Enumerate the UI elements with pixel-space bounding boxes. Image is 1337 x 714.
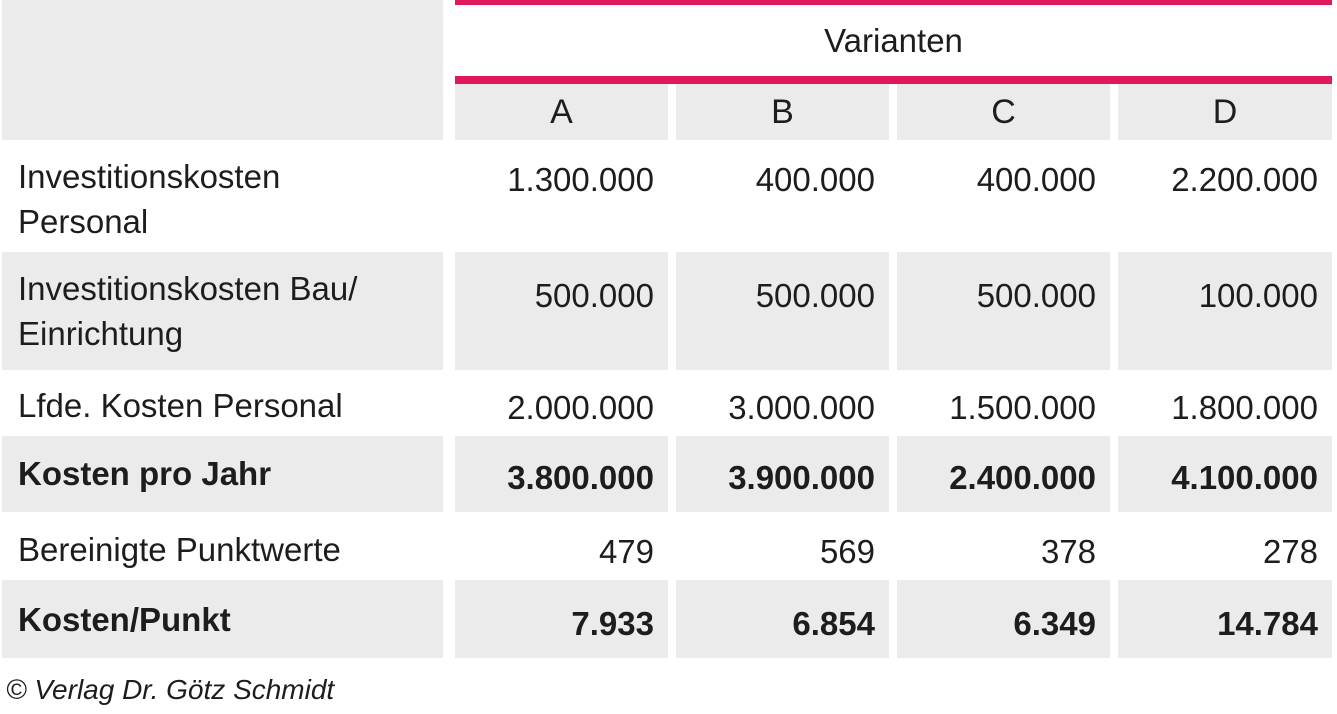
value-cell-b: 3.000.000 xyxy=(728,389,875,427)
value-cell-d: 1.800.000 xyxy=(1171,389,1318,427)
value-cell-b: 6.854 xyxy=(676,580,889,658)
row-label: Lfde. Kosten Personal xyxy=(2,370,443,436)
table-row-investitionskosten-bau: Investitionskosten Bau/ Einrichtung 500.… xyxy=(2,252,1336,370)
value-cell-b: 400.000 xyxy=(755,161,875,198)
table-row-lfde-kosten-personal: Lfde. Kosten Personal 2.000.000 3.000.00… xyxy=(2,370,1336,436)
value-cell-a: 7.933 xyxy=(455,580,668,658)
column-header-d: D xyxy=(1118,84,1332,140)
accent-bar-bottom xyxy=(455,76,1332,84)
column-header-b: B xyxy=(676,84,889,140)
value-cell-c: 500.000 xyxy=(897,252,1110,370)
value-cell-d: 4.100.000 xyxy=(1118,436,1332,512)
value-cell-d: 2.200.000 xyxy=(1171,161,1318,198)
row-label-line: Personal xyxy=(18,203,149,240)
row-label-line: Investitionskosten xyxy=(18,158,281,195)
row-label: Investitionskosten Bau/ Einrichtung xyxy=(2,252,443,370)
copyright-footer: © Verlag Dr. Götz Schmidt xyxy=(6,674,335,705)
row-label-line: Investitionskosten Bau/ xyxy=(18,270,358,307)
table-row-kosten-punkt: Kosten/Punkt 7.933 6.854 6.349 14.784 xyxy=(2,580,1336,658)
table-row-kosten-pro-jahr: Kosten pro Jahr 3.800.000 3.900.000 2.40… xyxy=(2,436,1336,512)
row-label-line: Bereinigte Punktwerte xyxy=(18,531,341,568)
value-cell-b: 3.900.000 xyxy=(676,436,889,512)
value-cell-c: 6.349 xyxy=(897,580,1110,658)
row-label-line: Einrichtung xyxy=(18,315,184,352)
value-cell-c: 1.500.000 xyxy=(949,389,1096,427)
row-label-line: Lfde. Kosten Personal xyxy=(18,387,343,424)
column-header-c: C xyxy=(897,84,1110,140)
row-label-line: Kosten/Punkt xyxy=(18,601,231,638)
value-cell-d: 278 xyxy=(1262,533,1318,571)
variants-title: Varianten xyxy=(455,5,1332,76)
value-cell-c: 400.000 xyxy=(976,161,1096,198)
value-cell-b: 569 xyxy=(819,533,875,571)
row-label: Investitionskosten Personal xyxy=(2,140,443,252)
row-label: Bereinigte Punktwerte xyxy=(2,512,443,580)
value-cell-a: 3.800.000 xyxy=(455,436,668,512)
row-label-line: Kosten pro Jahr xyxy=(18,455,272,492)
value-cell-a: 1.300.000 xyxy=(507,161,654,198)
accent-bar-top xyxy=(455,0,1332,5)
value-cell-d: 100.000 xyxy=(1118,252,1332,370)
value-cell-c: 378 xyxy=(1040,533,1096,571)
header-corner-block xyxy=(2,0,443,140)
value-cell-d: 14.784 xyxy=(1118,580,1332,658)
table-row-bereinigte-punktwerte: Bereinigte Punktwerte 479 569 378 278 xyxy=(2,512,1336,580)
value-cell-a: 479 xyxy=(598,533,654,571)
column-header-a: A xyxy=(455,84,668,140)
table-header: Varianten A B C D xyxy=(2,0,1336,140)
value-cell-a: 500.000 xyxy=(455,252,668,370)
value-cell-c: 2.400.000 xyxy=(897,436,1110,512)
table-row-investitionskosten-personal: Investitionskosten Personal 1.300.000 40… xyxy=(2,140,1336,252)
row-label: Kosten/Punkt xyxy=(2,580,443,658)
row-label: Kosten pro Jahr xyxy=(2,436,443,512)
value-cell-a: 2.000.000 xyxy=(507,389,654,427)
value-cell-b: 500.000 xyxy=(676,252,889,370)
